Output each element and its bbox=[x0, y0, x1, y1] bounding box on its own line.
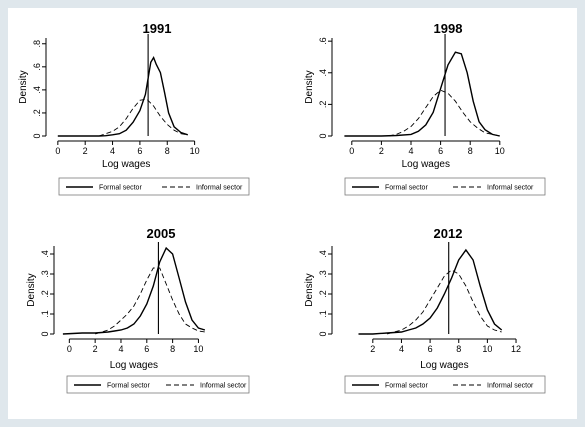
x-tick-label: 8 bbox=[170, 344, 175, 354]
x-tick-label: 4 bbox=[408, 146, 413, 156]
x-tick-label: 0 bbox=[67, 344, 72, 354]
x-tick-label: 10 bbox=[193, 344, 203, 354]
y-tick-label: 0 bbox=[40, 331, 50, 336]
legend-informal-label: Informal sector bbox=[196, 185, 243, 192]
y-tick-label: .1 bbox=[318, 310, 328, 318]
informal-sector-line bbox=[388, 89, 500, 137]
y-axis-label: Density bbox=[18, 70, 29, 103]
x-tick-label: 6 bbox=[428, 344, 433, 354]
x-tick-label: 10 bbox=[495, 146, 505, 156]
legend: Formal sector Informal sector bbox=[58, 177, 250, 196]
x-tick-label: 4 bbox=[399, 344, 404, 354]
y-tick-label: .2 bbox=[318, 290, 328, 298]
x-tick-label: 4 bbox=[110, 146, 115, 156]
x-tick-label: 2 bbox=[83, 146, 88, 156]
x-tick-label: 0 bbox=[349, 146, 354, 156]
x-axis-label: Log wages bbox=[402, 159, 450, 170]
y-tick-label: .3 bbox=[318, 270, 328, 278]
density-chart-grid: 1991 0 .2 .4 .6 .8 0 2 4 6 8 10 Log wages Density Form… bbox=[18, 21, 546, 394]
x-axis-label: Log wages bbox=[110, 360, 158, 371]
y-tick-label: 0 bbox=[318, 331, 328, 336]
y-axis-label: Density bbox=[26, 273, 37, 306]
formal-sector-line bbox=[358, 248, 503, 335]
legend-formal-label: Formal sector bbox=[385, 185, 428, 192]
x-tick-label: 10 bbox=[190, 146, 200, 156]
panel-title: 1991 bbox=[143, 21, 172, 36]
x-tick-label: 8 bbox=[456, 344, 461, 354]
informal-sector-line bbox=[98, 98, 188, 137]
legend-box bbox=[58, 177, 250, 196]
legend: Formal sector Informal sector bbox=[66, 375, 250, 394]
legend-informal-label: Informal sector bbox=[487, 383, 534, 390]
x-tick-label: 6 bbox=[137, 146, 142, 156]
y-tick-label: .1 bbox=[40, 310, 50, 318]
x-tick-label: 2 bbox=[379, 146, 384, 156]
x-tick-label: 0 bbox=[55, 146, 60, 156]
x-tick-label: 4 bbox=[118, 344, 123, 354]
chart-panel-2005: 2005 0 .1 .2 .3 .4 0 2 4 6 8 10 Log wages Density Form… bbox=[26, 226, 250, 394]
y-tick-label: .2 bbox=[32, 109, 42, 117]
x-tick-label: 2 bbox=[370, 344, 375, 354]
legend-formal-label: Formal sector bbox=[385, 383, 428, 390]
formal-sector-line bbox=[62, 246, 206, 335]
y-tick-label: 0 bbox=[32, 133, 42, 138]
panel-title: 1998 bbox=[434, 21, 463, 36]
y-tick-label: .6 bbox=[32, 63, 42, 71]
legend-box bbox=[344, 177, 546, 196]
y-tick-label: .2 bbox=[40, 290, 50, 298]
x-tick-label: 10 bbox=[482, 344, 492, 354]
x-axis-label: Log wages bbox=[420, 360, 468, 371]
y-axis-label: Density bbox=[304, 273, 315, 306]
y-tick-label: .6 bbox=[318, 37, 328, 45]
x-tick-label: 8 bbox=[468, 146, 473, 156]
y-tick-label: .4 bbox=[318, 69, 328, 77]
x-axis-label: Log wages bbox=[102, 159, 150, 170]
chart-panel-1998: 1998 0 .2 .4 .6 0 2 4 6 8 10 Log wages Density Formal… bbox=[304, 21, 546, 196]
informal-sector-line bbox=[95, 267, 205, 335]
x-tick-label: 12 bbox=[511, 344, 521, 354]
chart-panel-2012: 2012 0 .1 .2 .3 .4 2 4 6 8 10 12 Log wages Density For… bbox=[304, 226, 546, 394]
legend-box bbox=[344, 375, 546, 394]
y-tick-label: .8 bbox=[32, 40, 42, 48]
legend-box bbox=[66, 375, 250, 394]
panel-title: 2005 bbox=[147, 226, 176, 241]
legend-informal-label: Informal sector bbox=[200, 383, 247, 390]
y-tick-label: .3 bbox=[40, 270, 50, 278]
x-tick-label: 6 bbox=[438, 146, 443, 156]
legend-formal-label: Formal sector bbox=[107, 383, 150, 390]
y-tick-label: .2 bbox=[318, 101, 328, 109]
y-tick-label: 0 bbox=[318, 133, 328, 138]
legend-informal-label: Informal sector bbox=[487, 185, 534, 192]
legend: Formal sector Informal sector bbox=[344, 177, 546, 196]
y-axis-label: Density bbox=[304, 70, 315, 103]
panel-title: 2012 bbox=[434, 226, 463, 241]
chart-panel-1991: 1991 0 .2 .4 .6 .8 0 2 4 6 8 10 Log wages Density Form… bbox=[18, 21, 250, 196]
y-tick-label: .4 bbox=[40, 250, 50, 258]
legend-formal-label: Formal sector bbox=[99, 185, 142, 192]
x-tick-label: 6 bbox=[144, 344, 149, 354]
formal-sector-line bbox=[57, 56, 189, 137]
x-tick-label: 8 bbox=[165, 146, 170, 156]
informal-sector-line bbox=[386, 269, 502, 335]
x-tick-label: 2 bbox=[93, 344, 98, 354]
legend: Formal sector Informal sector bbox=[344, 375, 546, 394]
figure-canvas: 1991 0 .2 .4 .6 .8 0 2 4 6 8 10 Log wages Density Form… bbox=[8, 8, 577, 419]
y-tick-label: .4 bbox=[318, 250, 328, 258]
formal-sector-line bbox=[344, 51, 500, 137]
y-tick-label: .4 bbox=[32, 86, 42, 94]
